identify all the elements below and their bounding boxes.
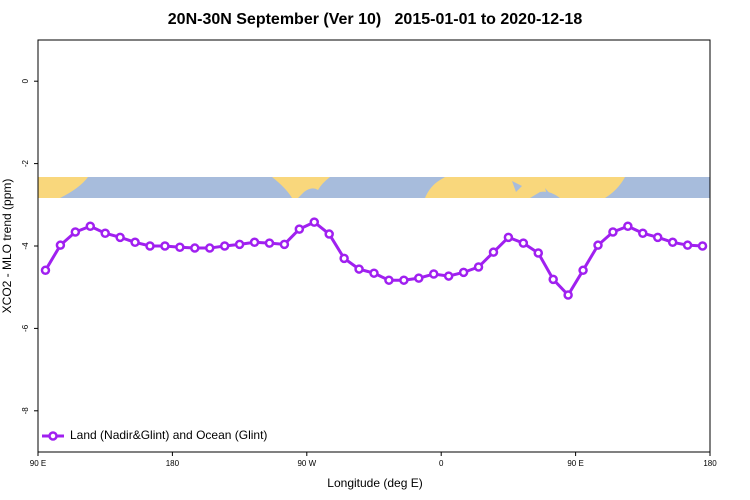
point — [279, 239, 290, 250]
series-line — [44, 220, 703, 298]
y-tick-label: 0 — [21, 78, 30, 83]
point — [667, 237, 678, 248]
y-tick-label: -6 — [21, 324, 30, 332]
point — [518, 238, 529, 248]
point — [384, 275, 394, 285]
point — [219, 241, 230, 251]
legend-label: Land (Nadir&Glint) and Ocean (Glint) — [70, 428, 267, 442]
point — [443, 271, 454, 281]
point — [85, 221, 96, 231]
point — [578, 265, 588, 276]
x-tick-label: 180 — [703, 459, 717, 468]
point — [190, 243, 200, 253]
point — [204, 243, 215, 253]
point — [428, 269, 439, 279]
point — [473, 262, 484, 272]
x-tick-label: 180 — [166, 459, 180, 468]
point — [533, 248, 544, 258]
legend-marker — [48, 431, 58, 441]
point — [608, 227, 618, 237]
point — [354, 264, 364, 274]
point — [160, 241, 170, 251]
y-tick-label: -2 — [21, 159, 30, 167]
point — [414, 273, 424, 283]
point — [115, 232, 125, 243]
x-tick-label: 90 W — [297, 459, 316, 468]
plot-frame — [37, 39, 711, 453]
point — [548, 274, 558, 285]
point — [234, 239, 245, 250]
point — [458, 267, 469, 278]
point — [503, 232, 514, 243]
point — [70, 227, 81, 237]
point — [294, 224, 305, 234]
point — [697, 241, 708, 251]
point — [563, 290, 573, 300]
point — [399, 275, 409, 285]
point — [264, 238, 275, 248]
point — [652, 232, 663, 243]
y-axis-label: XCO2 - MLO trend (ppm) — [0, 179, 14, 314]
point — [324, 229, 334, 239]
point — [130, 237, 140, 248]
point — [145, 241, 155, 251]
point — [488, 247, 499, 257]
y-tick-label: -4 — [21, 242, 30, 250]
point — [309, 217, 320, 227]
x-tick-label: 90 E — [567, 459, 583, 468]
x-tick-label: 90 E — [30, 459, 46, 468]
map-strip — [38, 177, 710, 198]
point — [175, 242, 185, 252]
point — [682, 240, 693, 250]
point — [369, 268, 379, 278]
chart-title: 20N-30N September (Ver 10) 2015-01-01 to… — [168, 11, 583, 28]
point — [100, 228, 110, 238]
point — [339, 253, 349, 264]
point — [593, 240, 603, 250]
point — [40, 265, 51, 276]
x-tick-label: 0 — [439, 459, 444, 468]
point — [623, 221, 633, 231]
y-tick-label: -8 — [21, 407, 30, 415]
x-axis-label: Longitude (deg E) — [327, 476, 422, 490]
point — [249, 237, 260, 248]
point — [55, 240, 66, 250]
point — [638, 228, 648, 238]
